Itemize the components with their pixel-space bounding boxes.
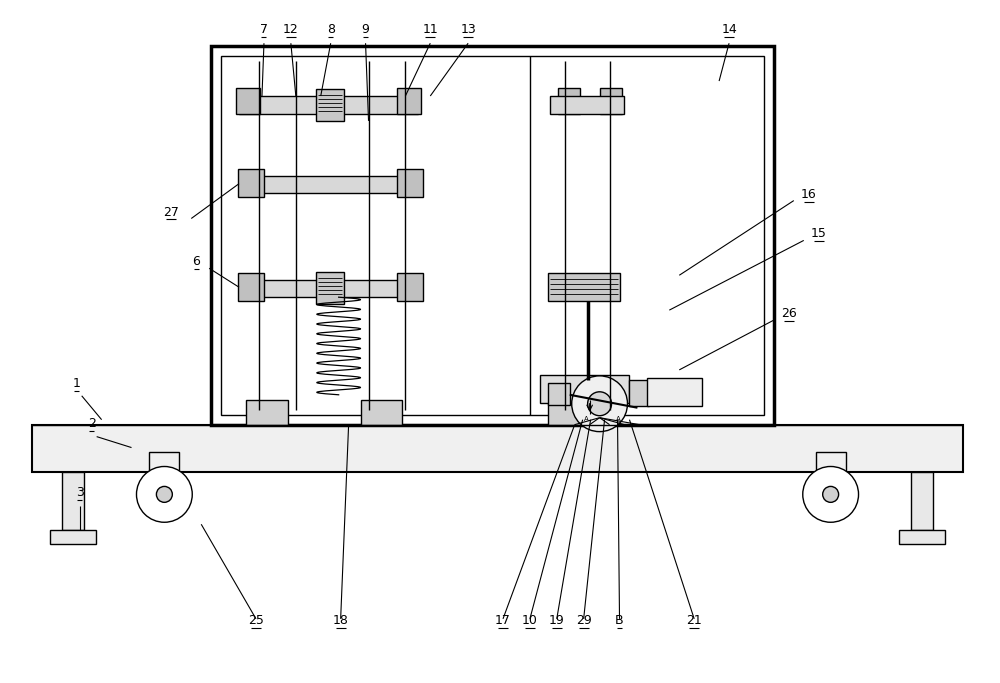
Text: 12: 12 [283, 23, 299, 36]
Bar [316, 89, 344, 121]
Bar [238, 169, 264, 197]
Text: 21: 21 [686, 614, 702, 627]
Text: 10: 10 [522, 614, 538, 627]
Text: 2: 2 [88, 417, 96, 430]
Bar [600, 88, 622, 114]
Text: 9: 9 [362, 23, 369, 36]
Text: 16: 16 [801, 188, 817, 201]
Text: 27: 27 [163, 206, 179, 219]
Bar [62, 473, 84, 530]
Bar [246, 400, 288, 425]
Bar [550, 96, 624, 114]
Text: 8: 8 [327, 23, 335, 36]
Bar [236, 88, 260, 114]
Bar [149, 451, 179, 473]
Circle shape [823, 486, 839, 502]
Bar [899, 530, 945, 544]
Text: 1: 1 [73, 377, 81, 390]
Bar [32, 425, 963, 473]
Circle shape [803, 466, 859, 522]
Text: 14: 14 [721, 23, 737, 36]
Text: 15: 15 [811, 227, 827, 240]
Bar [548, 400, 590, 425]
Bar [540, 375, 629, 403]
Bar [50, 530, 96, 544]
Text: 11: 11 [422, 23, 438, 36]
Bar [211, 46, 774, 425]
Circle shape [572, 376, 627, 432]
Text: 6: 6 [192, 255, 200, 268]
Bar [548, 383, 570, 405]
Bar [243, 176, 420, 193]
Text: 19: 19 [549, 614, 565, 627]
Text: 7: 7 [260, 23, 268, 36]
Text: 3: 3 [76, 486, 84, 499]
Text: 13: 13 [460, 23, 476, 36]
Bar [629, 380, 649, 406]
Bar [558, 88, 580, 114]
Text: A: A [584, 416, 589, 421]
Circle shape [156, 486, 172, 502]
Bar [911, 473, 933, 530]
Bar [397, 169, 423, 197]
Bar [239, 96, 418, 114]
Bar [548, 273, 620, 301]
Text: A: A [616, 416, 621, 421]
Bar [238, 273, 264, 301]
Bar [243, 280, 420, 297]
Text: 25: 25 [248, 614, 264, 627]
Text: B: B [615, 614, 624, 627]
Text: 29: 29 [576, 614, 592, 627]
Text: 18: 18 [333, 614, 349, 627]
Bar [397, 88, 421, 114]
Bar [397, 273, 423, 301]
Text: 17: 17 [495, 614, 511, 627]
Circle shape [136, 466, 192, 522]
Circle shape [588, 392, 612, 416]
Bar [221, 56, 764, 415]
Bar [361, 400, 402, 425]
Text: 26: 26 [781, 307, 797, 320]
Bar [316, 273, 344, 304]
Bar [647, 378, 702, 406]
Bar [816, 451, 846, 473]
